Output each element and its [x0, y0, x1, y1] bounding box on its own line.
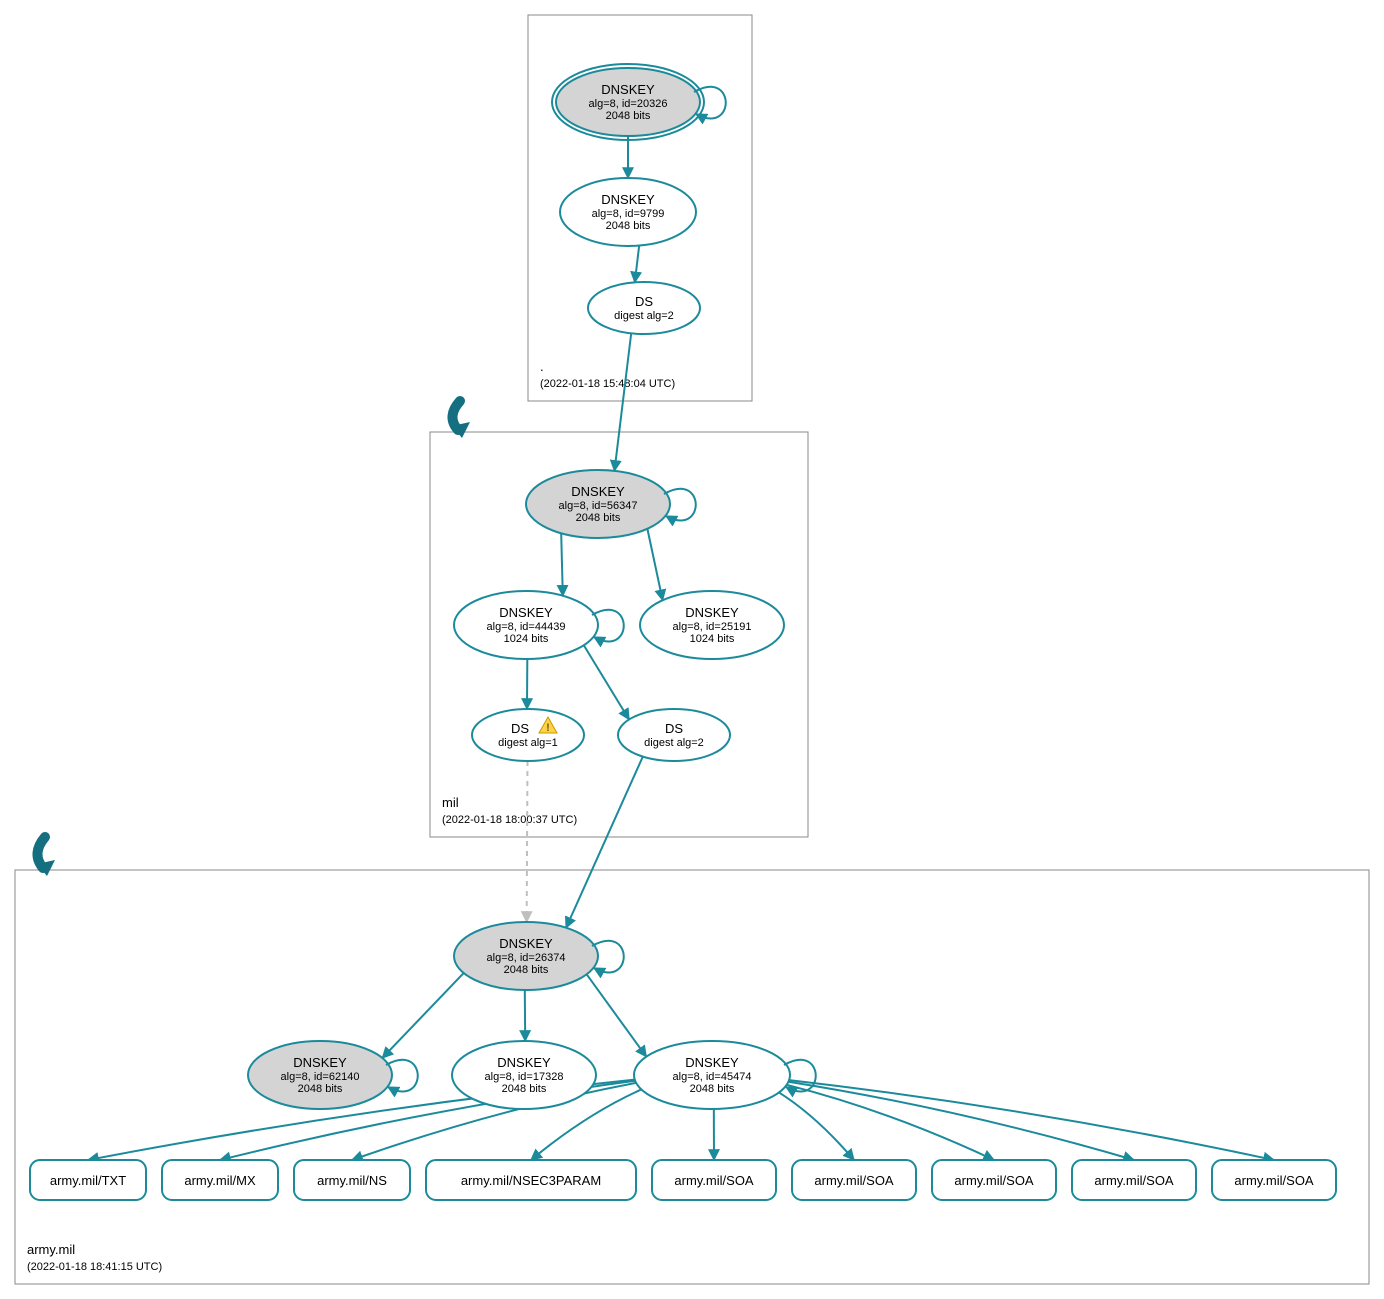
edge-army_k3-rr_soa2	[779, 1092, 854, 1160]
node-mil_ds1: DSdigest alg=1!	[472, 709, 584, 761]
node-army_k1: DNSKEYalg=8, id=621402048 bits	[248, 1041, 418, 1109]
node-mil_zsk2-title: DNSKEY	[685, 605, 739, 620]
node-root_ksk: DNSKEYalg=8, id=203262048 bits	[552, 64, 726, 140]
node-mil_ds2-title: DS	[665, 721, 683, 736]
rr_soa5: army.mil/SOA	[1212, 1160, 1336, 1200]
node-mil_ksk-sub2: 2048 bits	[576, 512, 621, 524]
zone-root-label: .	[540, 359, 544, 374]
rr_soa1-label: army.mil/SOA	[674, 1173, 754, 1188]
node-root_zsk-sub1: alg=8, id=9799	[592, 208, 665, 220]
node-army_k1-title: DNSKEY	[293, 1055, 347, 1070]
node-army_ksk-sub2: 2048 bits	[504, 964, 549, 976]
node-mil_zsk1-sub2: 1024 bits	[504, 633, 549, 645]
node-army_ksk: DNSKEYalg=8, id=263742048 bits	[454, 922, 624, 990]
node-root_ksk-sub1: alg=8, id=20326	[589, 98, 668, 110]
rr_soa2-label: army.mil/SOA	[814, 1173, 894, 1188]
rr_mx-label: army.mil/MX	[184, 1173, 256, 1188]
node-mil_zsk2: DNSKEYalg=8, id=251911024 bits	[640, 591, 784, 659]
rr_ns: army.mil/NS	[294, 1160, 410, 1200]
node-mil_ds1-title: DS	[511, 721, 529, 736]
edge-army_k3-rr_soa5	[789, 1080, 1274, 1160]
node-mil_ds1-sub1: digest alg=1	[498, 737, 558, 749]
rr_nsec: army.mil/NSEC3PARAM	[426, 1160, 636, 1200]
zone-army-time: (2022-01-18 18:41:15 UTC)	[27, 1261, 162, 1273]
edge-army_k3-rr_soa4	[788, 1082, 1134, 1160]
node-army_k1-sub1: alg=8, id=62140	[281, 1071, 360, 1083]
node-army_k3-sub2: 2048 bits	[690, 1083, 735, 1095]
rr_soa3: army.mil/SOA	[932, 1160, 1056, 1200]
node-mil_ksk: DNSKEYalg=8, id=563472048 bits	[526, 470, 696, 538]
node-root_ds-sub1: digest alg=2	[614, 310, 674, 322]
edge-mil_zsk1-mil_ds2	[584, 645, 629, 719]
rr_soa4: army.mil/SOA	[1072, 1160, 1196, 1200]
node-army_ksk-sub1: alg=8, id=26374	[487, 952, 566, 964]
node-army_k2: DNSKEYalg=8, id=173282048 bits	[452, 1041, 596, 1109]
edge-root_zsk-root_ds	[635, 246, 639, 283]
node-mil_zsk1: DNSKEYalg=8, id=444391024 bits	[454, 591, 624, 659]
node-army_k2-sub2: 2048 bits	[502, 1083, 547, 1095]
node-root_ds: DSdigest alg=2	[588, 282, 700, 334]
edge-mil_ksk-mil_zsk2	[647, 529, 662, 601]
zone-army-label: army.mil	[27, 1242, 75, 1257]
node-mil_ksk-sub1: alg=8, id=56347	[559, 500, 638, 512]
node-root_ksk-title: DNSKEY	[601, 82, 655, 97]
node-mil_zsk2-sub1: alg=8, id=25191	[673, 621, 752, 633]
node-root_zsk: DNSKEYalg=8, id=97992048 bits	[560, 178, 696, 246]
edge-army_ksk-army_k1	[382, 973, 463, 1058]
edge-root_ds-mil_ksk	[614, 333, 631, 471]
edge-mil_ksk-mil_zsk1	[561, 533, 563, 596]
dnssec-diagram: . (2022-01-18 15:48:04 UTC) mil (2022-01-18…	[0, 0, 1384, 1299]
edge-mil_ds2-army_ksk	[566, 757, 643, 928]
rr_soa4-label: army.mil/SOA	[1094, 1173, 1174, 1188]
zone-root-time: (2022-01-18 15:48:04 UTC)	[540, 378, 675, 390]
node-mil_ds2: DSdigest alg=2	[618, 709, 730, 761]
rr_soa5-label: army.mil/SOA	[1234, 1173, 1314, 1188]
node-mil_zsk2-sub2: 1024 bits	[690, 633, 735, 645]
node-army_k1-sub2: 2048 bits	[298, 1083, 343, 1095]
svg-text:!: !	[546, 722, 550, 734]
edge-mil_ds1-army_ksk	[527, 761, 528, 922]
rr_soa2: army.mil/SOA	[792, 1160, 916, 1200]
rr_nsec-label: army.mil/NSEC3PARAM	[461, 1173, 601, 1188]
node-root_zsk-title: DNSKEY	[601, 192, 655, 207]
rr_soa1: army.mil/SOA	[652, 1160, 776, 1200]
node-root_ds-title: DS	[635, 294, 653, 309]
node-root_zsk-sub2: 2048 bits	[606, 220, 651, 232]
rr_ns-label: army.mil/NS	[317, 1173, 387, 1188]
node-mil_ds2-sub1: digest alg=2	[644, 737, 704, 749]
node-army_k2-sub1: alg=8, id=17328	[485, 1071, 564, 1083]
edge-army_ksk-army_k3	[587, 974, 647, 1056]
zone-mil-time: (2022-01-18 18:00:37 UTC)	[442, 814, 577, 826]
zone-mil-label: mil	[442, 795, 459, 810]
rr_txt-label: army.mil/TXT	[50, 1173, 126, 1188]
node-army_k3-title: DNSKEY	[685, 1055, 739, 1070]
rr_txt: army.mil/TXT	[30, 1160, 146, 1200]
node-army_k2-title: DNSKEY	[497, 1055, 551, 1070]
node-mil_ksk-title: DNSKEY	[571, 484, 625, 499]
node-mil_zsk1-title: DNSKEY	[499, 605, 553, 620]
rr_soa3-label: army.mil/SOA	[954, 1173, 1034, 1188]
node-mil_zsk1-sub1: alg=8, id=44439	[487, 621, 566, 633]
node-army_ksk-title: DNSKEY	[499, 936, 553, 951]
node-army_k3-sub1: alg=8, id=45474	[673, 1071, 752, 1083]
rr_mx: army.mil/MX	[162, 1160, 278, 1200]
node-root_ksk-sub2: 2048 bits	[606, 110, 651, 122]
